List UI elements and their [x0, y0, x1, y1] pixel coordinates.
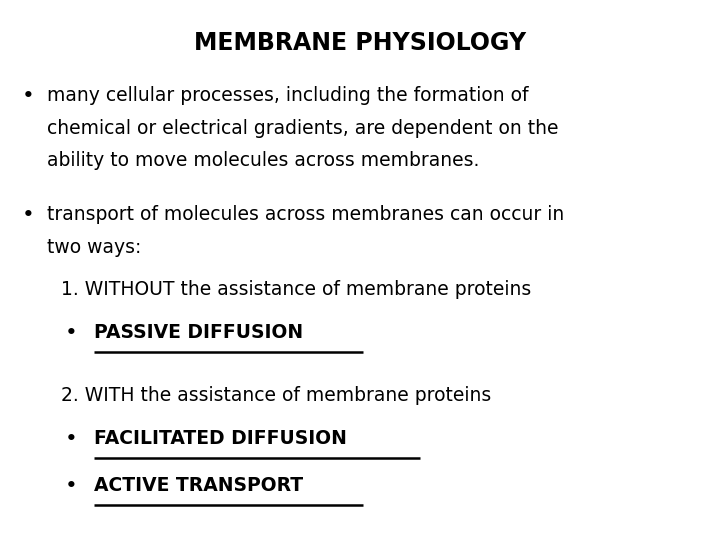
- Text: many cellular processes, including the formation of: many cellular processes, including the f…: [47, 86, 528, 105]
- Text: FACILITATED DIFFUSION: FACILITATED DIFFUSION: [94, 429, 346, 448]
- Text: MEMBRANE PHYSIOLOGY: MEMBRANE PHYSIOLOGY: [194, 31, 526, 55]
- Text: transport of molecules across membranes can occur in: transport of molecules across membranes …: [47, 205, 564, 224]
- Text: PASSIVE DIFFUSION: PASSIVE DIFFUSION: [94, 323, 302, 342]
- Text: •: •: [65, 429, 78, 449]
- Text: chemical or electrical gradients, are dependent on the: chemical or electrical gradients, are de…: [47, 119, 558, 138]
- Text: ACTIVE TRANSPORT: ACTIVE TRANSPORT: [94, 476, 302, 495]
- Text: •: •: [65, 476, 78, 496]
- Text: •: •: [22, 205, 35, 225]
- Text: 2. WITH the assistance of membrane proteins: 2. WITH the assistance of membrane prote…: [61, 386, 492, 405]
- Text: two ways:: two ways:: [47, 238, 141, 256]
- Text: •: •: [22, 86, 35, 106]
- Text: ability to move molecules across membranes.: ability to move molecules across membran…: [47, 151, 480, 170]
- Text: 1. WITHOUT the assistance of membrane proteins: 1. WITHOUT the assistance of membrane pr…: [61, 280, 531, 299]
- Text: •: •: [65, 323, 78, 343]
